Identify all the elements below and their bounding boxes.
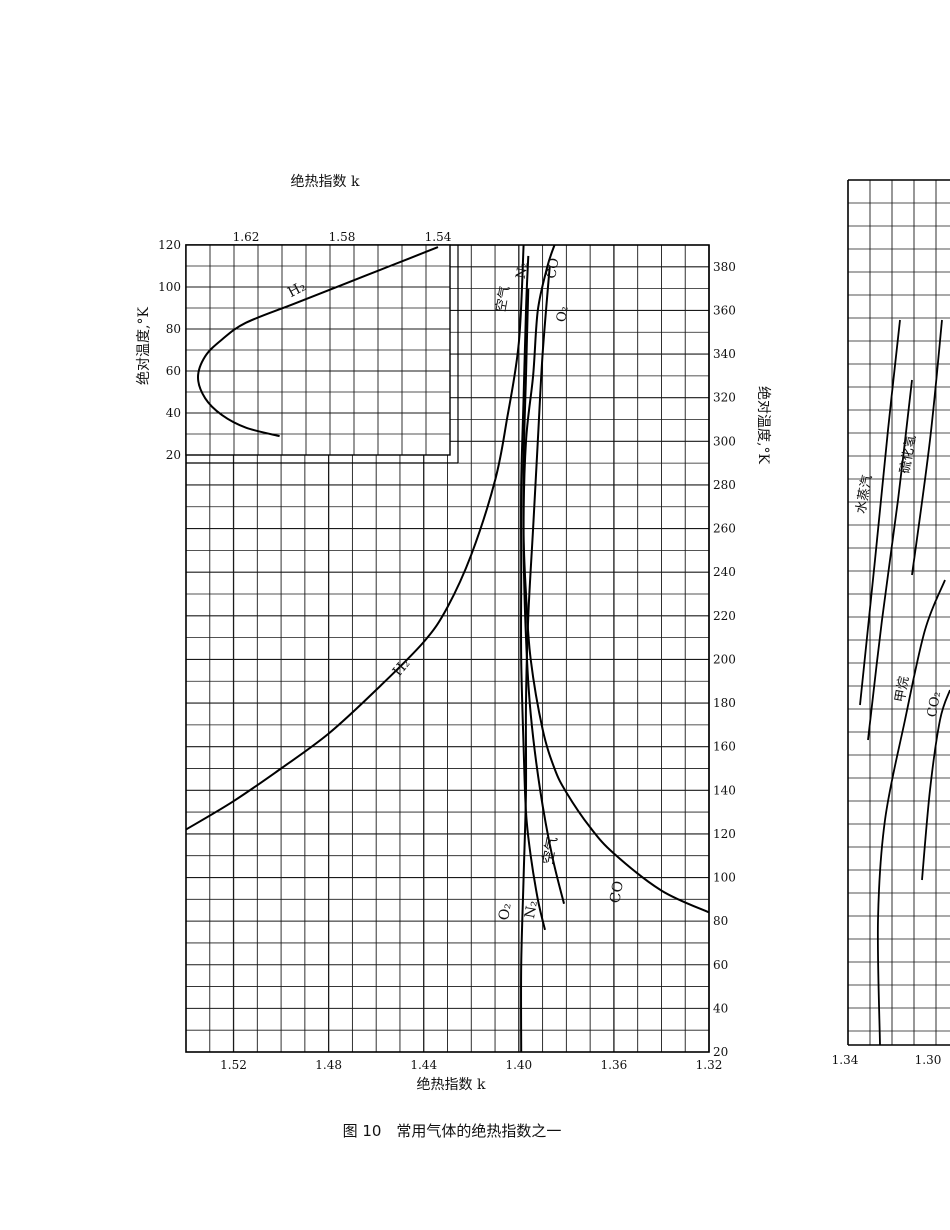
main-x-tick-labels: 1.52 1.48 1.44 1.40 1.36 1.32 [220,1058,722,1072]
inset-y-tick-label: 120 [158,238,181,252]
inset-chart-panel: 1.62 1.58 1.54 20 40 60 80 100 120 H₂ 绝热指数 k 绝对… [136,174,459,464]
series-top-label: 空气 [493,285,513,313]
main-y-tick-label: 260 [713,522,736,536]
main-x-tick-label: 1.32 [696,1058,723,1072]
series-label-o2: O₂ [496,902,515,922]
main-y-tick-label: 120 [713,827,736,841]
right-series-label: CO₂ [925,690,944,718]
main-y-tick-label: 100 [713,871,736,885]
main-y-tick-label: 160 [713,740,736,754]
inset-y-tick-label: 20 [166,448,181,462]
inset-y-tick-label: 80 [166,322,181,336]
main-y-tick-label: 60 [713,958,728,972]
main-y-tick-label: 40 [713,1001,728,1015]
right-grid [847,179,950,1046]
series-label-co: CO [607,880,627,905]
main-y-tick-label: 200 [713,652,736,666]
main-x-tick-label: 1.36 [601,1058,628,1072]
main-y-axis-label: 绝对温度,°K [755,386,771,464]
right-x-tick-label: 1.30 [915,1053,942,1067]
inset-grid [185,244,459,464]
main-x-tick-label: 1.48 [315,1058,342,1072]
right-series-line [911,319,943,576]
inset-y-tick-label: 60 [166,364,181,378]
main-y-tick-label: 220 [713,609,736,623]
inset-x-axis-label: 绝热指数 k [291,174,360,190]
main-series-lines [185,244,710,1053]
series-label-n2: N₂ [522,899,541,919]
inset-x-tick-label: 1.54 [425,230,452,244]
series-top-label: N₂ [514,261,532,280]
series-top-label: CO [544,257,562,280]
main-y-tick-label: 20 [713,1045,728,1059]
main-y-tick-label: 80 [713,914,728,928]
main-y-tick-label: 340 [713,347,736,361]
series-line-h2 [185,244,525,831]
series-line-co [522,244,710,914]
main-x-tick-label: 1.44 [410,1058,437,1072]
right-x-tick-label: 1.34 [832,1053,859,1067]
inset-y-tick-label: 40 [166,406,181,420]
right-series-label: 水蒸汽 [854,474,876,515]
series-line-air [522,288,565,904]
main-x-tick-label: 1.40 [505,1058,532,1072]
series-line-n2 [520,255,546,931]
main-x-tick-label: 1.52 [220,1058,247,1072]
inset-plot-border [185,244,451,456]
inset-series-labels: H₂ [285,279,308,301]
right-series-line [921,689,950,881]
main-y-tick-label: 140 [713,783,736,797]
main-y-tick-label: 320 [713,391,736,405]
inset-x-tick-label: 1.58 [329,230,356,244]
inset-series-label-h2: H₂ [285,279,308,301]
main-x-axis-label: 绝热指数 k [417,1077,486,1093]
inset-x-tick-labels: 1.62 1.58 1.54 [233,230,452,244]
right-series-label: 甲烷 [893,675,912,703]
main-y-tick-labels: 20 40 60 80 100 120 140 160 180 200 220 240 260 280 30… [713,260,736,1059]
inset-series-line-h2 [196,246,439,438]
right-series-label: 硫化氢 [898,434,920,475]
right-series-line [867,379,913,741]
main-y-tick-label: 240 [713,565,736,579]
inset-x-tick-label: 1.62 [233,230,260,244]
right-series-line [859,319,901,706]
inset-y-axis-label: 绝对温度,°K [136,307,152,385]
main-y-tick-label: 180 [713,696,736,710]
main-y-tick-label: 360 [713,303,736,317]
main-y-tick-label: 300 [713,434,736,448]
main-y-tick-label: 280 [713,478,736,492]
right-series-line [876,579,946,1046]
inset-y-tick-label: 100 [158,280,181,294]
inset-series-lines [196,246,439,438]
figure-caption: 图 10 常用气体的绝热指数之一 [343,1122,562,1140]
right-series-lines [859,319,950,1046]
right-x-tick-labels: 1.34 1.30 [832,1053,942,1067]
inset-y-tick-labels: 20 40 60 80 100 120 [158,238,181,462]
series-top-label: O₂ [554,305,572,323]
series-label-air: 空气 [540,835,561,865]
main-y-tick-label: 380 [713,260,736,274]
